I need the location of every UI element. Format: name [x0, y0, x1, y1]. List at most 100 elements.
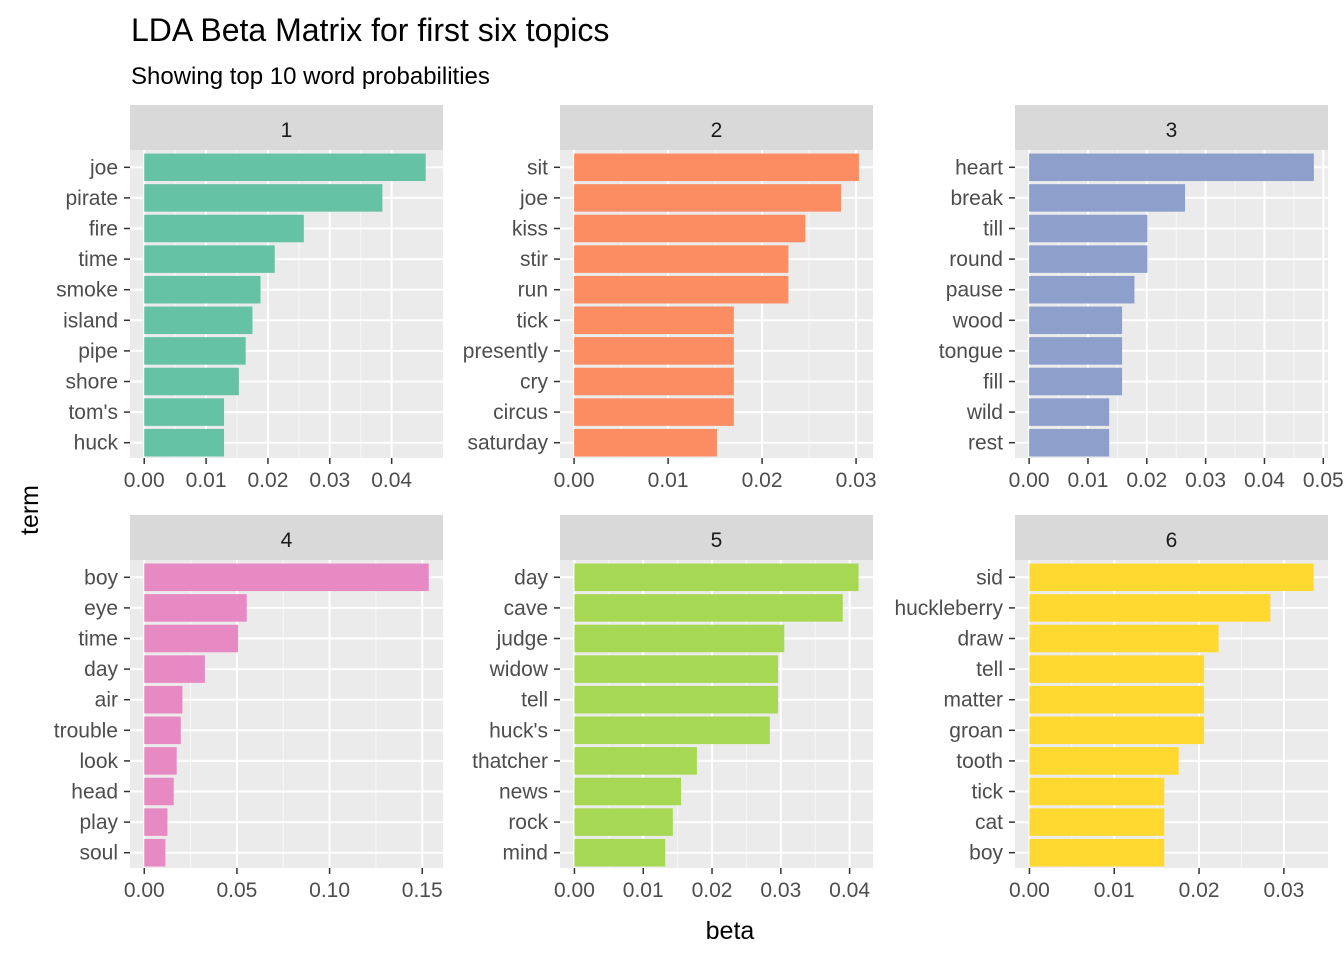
x-tick-label: 0.02: [692, 879, 733, 902]
term-label: matter: [943, 689, 1003, 712]
term-label: draw: [957, 628, 1003, 651]
bar-rock: [574, 808, 673, 836]
term-label: heart: [955, 156, 1003, 179]
bar-head: [144, 777, 174, 806]
bar-tick: [574, 306, 734, 335]
term-label: tick: [517, 309, 549, 332]
term-label: joe: [519, 187, 548, 210]
bar-huck's: [574, 716, 770, 745]
bar-pipe: [144, 337, 246, 365]
x-tick-label: 0.00: [1009, 469, 1050, 492]
x-tick-label: 0.03: [1263, 879, 1304, 902]
x-tick-label: 0.10: [309, 879, 350, 902]
term-label: boy: [969, 842, 1003, 865]
term-label: saturday: [467, 432, 548, 455]
x-tick-label: 0.15: [402, 879, 443, 902]
facet-strip-label: 2: [711, 119, 723, 142]
bar-cave: [574, 594, 843, 622]
x-tick-label: 0.03: [760, 879, 801, 902]
bar-wood: [1029, 306, 1123, 335]
term-label: air: [95, 689, 118, 712]
facet-strip-label: 5: [711, 529, 723, 552]
term-label: joe: [89, 156, 118, 179]
term-label: circus: [493, 401, 548, 424]
bar-smoke: [144, 275, 261, 304]
x-tick-label: 0.02: [1179, 879, 1220, 902]
facet-strip: [1015, 515, 1328, 560]
bar-boy: [1029, 838, 1165, 867]
bar-tick: [1029, 777, 1165, 806]
term-label: island: [63, 309, 118, 332]
bar-huck: [144, 428, 225, 457]
chart-subtitle: Showing top 10 word probabilities: [131, 63, 490, 90]
bar-huckleberry: [1029, 594, 1271, 622]
facet-panel-5: 5 day cave judge widow tell huck's thatcher news…: [472, 515, 873, 902]
bar-pirate: [144, 184, 383, 212]
bar-judge: [574, 624, 785, 653]
bar-cry: [574, 367, 734, 396]
bar-trouble: [144, 716, 181, 745]
bar-air: [144, 685, 183, 714]
bar-tooth: [1029, 747, 1179, 775]
term-label: tell: [521, 689, 548, 712]
term-label: wood: [952, 309, 1003, 332]
term-label: huck: [74, 432, 119, 455]
facet-strip-label: 4: [281, 529, 293, 552]
bar-run: [574, 275, 789, 304]
term-label: huck's: [489, 719, 548, 742]
bar-soul: [144, 838, 166, 867]
term-label: cry: [520, 371, 548, 394]
chart-title: LDA Beta Matrix for first six topics: [131, 12, 609, 48]
term-label: eye: [84, 597, 118, 620]
x-tick-label: 0.00: [124, 469, 165, 492]
bar-widow: [574, 655, 779, 683]
term-label: head: [71, 781, 118, 804]
x-tick-label: 0.04: [1244, 469, 1285, 492]
term-label: trouble: [54, 719, 118, 742]
term-label: day: [514, 566, 548, 589]
facet-strip: [560, 105, 873, 150]
bar-wild: [1029, 398, 1110, 426]
term-label: huckleberry: [894, 597, 1003, 620]
term-label: cat: [975, 811, 1003, 834]
bar-heart: [1029, 153, 1314, 182]
term-label: tooth: [956, 750, 1003, 773]
bar-cat: [1029, 808, 1165, 836]
bar-draw: [1029, 624, 1219, 653]
bar-tongue: [1029, 337, 1123, 365]
term-label: fill: [983, 371, 1003, 394]
term-label: widow: [489, 658, 549, 681]
x-tick-label: 0.01: [186, 469, 227, 492]
x-tick-label: 0.05: [216, 879, 257, 902]
x-tick-label: 0.00: [554, 469, 595, 492]
term-label: day: [84, 658, 118, 681]
term-label: boy: [84, 566, 118, 589]
bar-day: [144, 655, 205, 683]
bar-presently: [574, 337, 734, 365]
term-label: pause: [946, 279, 1003, 302]
x-tick-label: 0.01: [648, 469, 689, 492]
bar-till: [1029, 214, 1148, 243]
facet-strip: [560, 515, 873, 560]
bar-fill: [1029, 367, 1123, 396]
x-tick-label: 0.00: [554, 879, 595, 902]
term-label: cave: [504, 597, 548, 620]
bar-joe: [144, 153, 426, 182]
bar-circus: [574, 398, 734, 426]
bar-saturday: [574, 428, 717, 457]
term-label: thatcher: [472, 750, 548, 773]
bar-boy: [144, 563, 429, 592]
bar-mind: [574, 838, 666, 867]
term-label: tongue: [939, 340, 1003, 363]
x-tick-label: 0.01: [1094, 879, 1135, 902]
bar-break: [1029, 184, 1186, 212]
term-label: kiss: [512, 218, 548, 241]
facet-strip: [1015, 105, 1328, 150]
x-tick-label: 0.05: [1303, 469, 1344, 492]
term-label: mind: [502, 842, 548, 865]
x-tick-label: 0.00: [1009, 879, 1050, 902]
x-tick-label: 0.04: [829, 879, 870, 902]
term-label: stir: [520, 248, 548, 271]
bar-thatcher: [574, 747, 697, 775]
term-label: shore: [65, 371, 118, 394]
